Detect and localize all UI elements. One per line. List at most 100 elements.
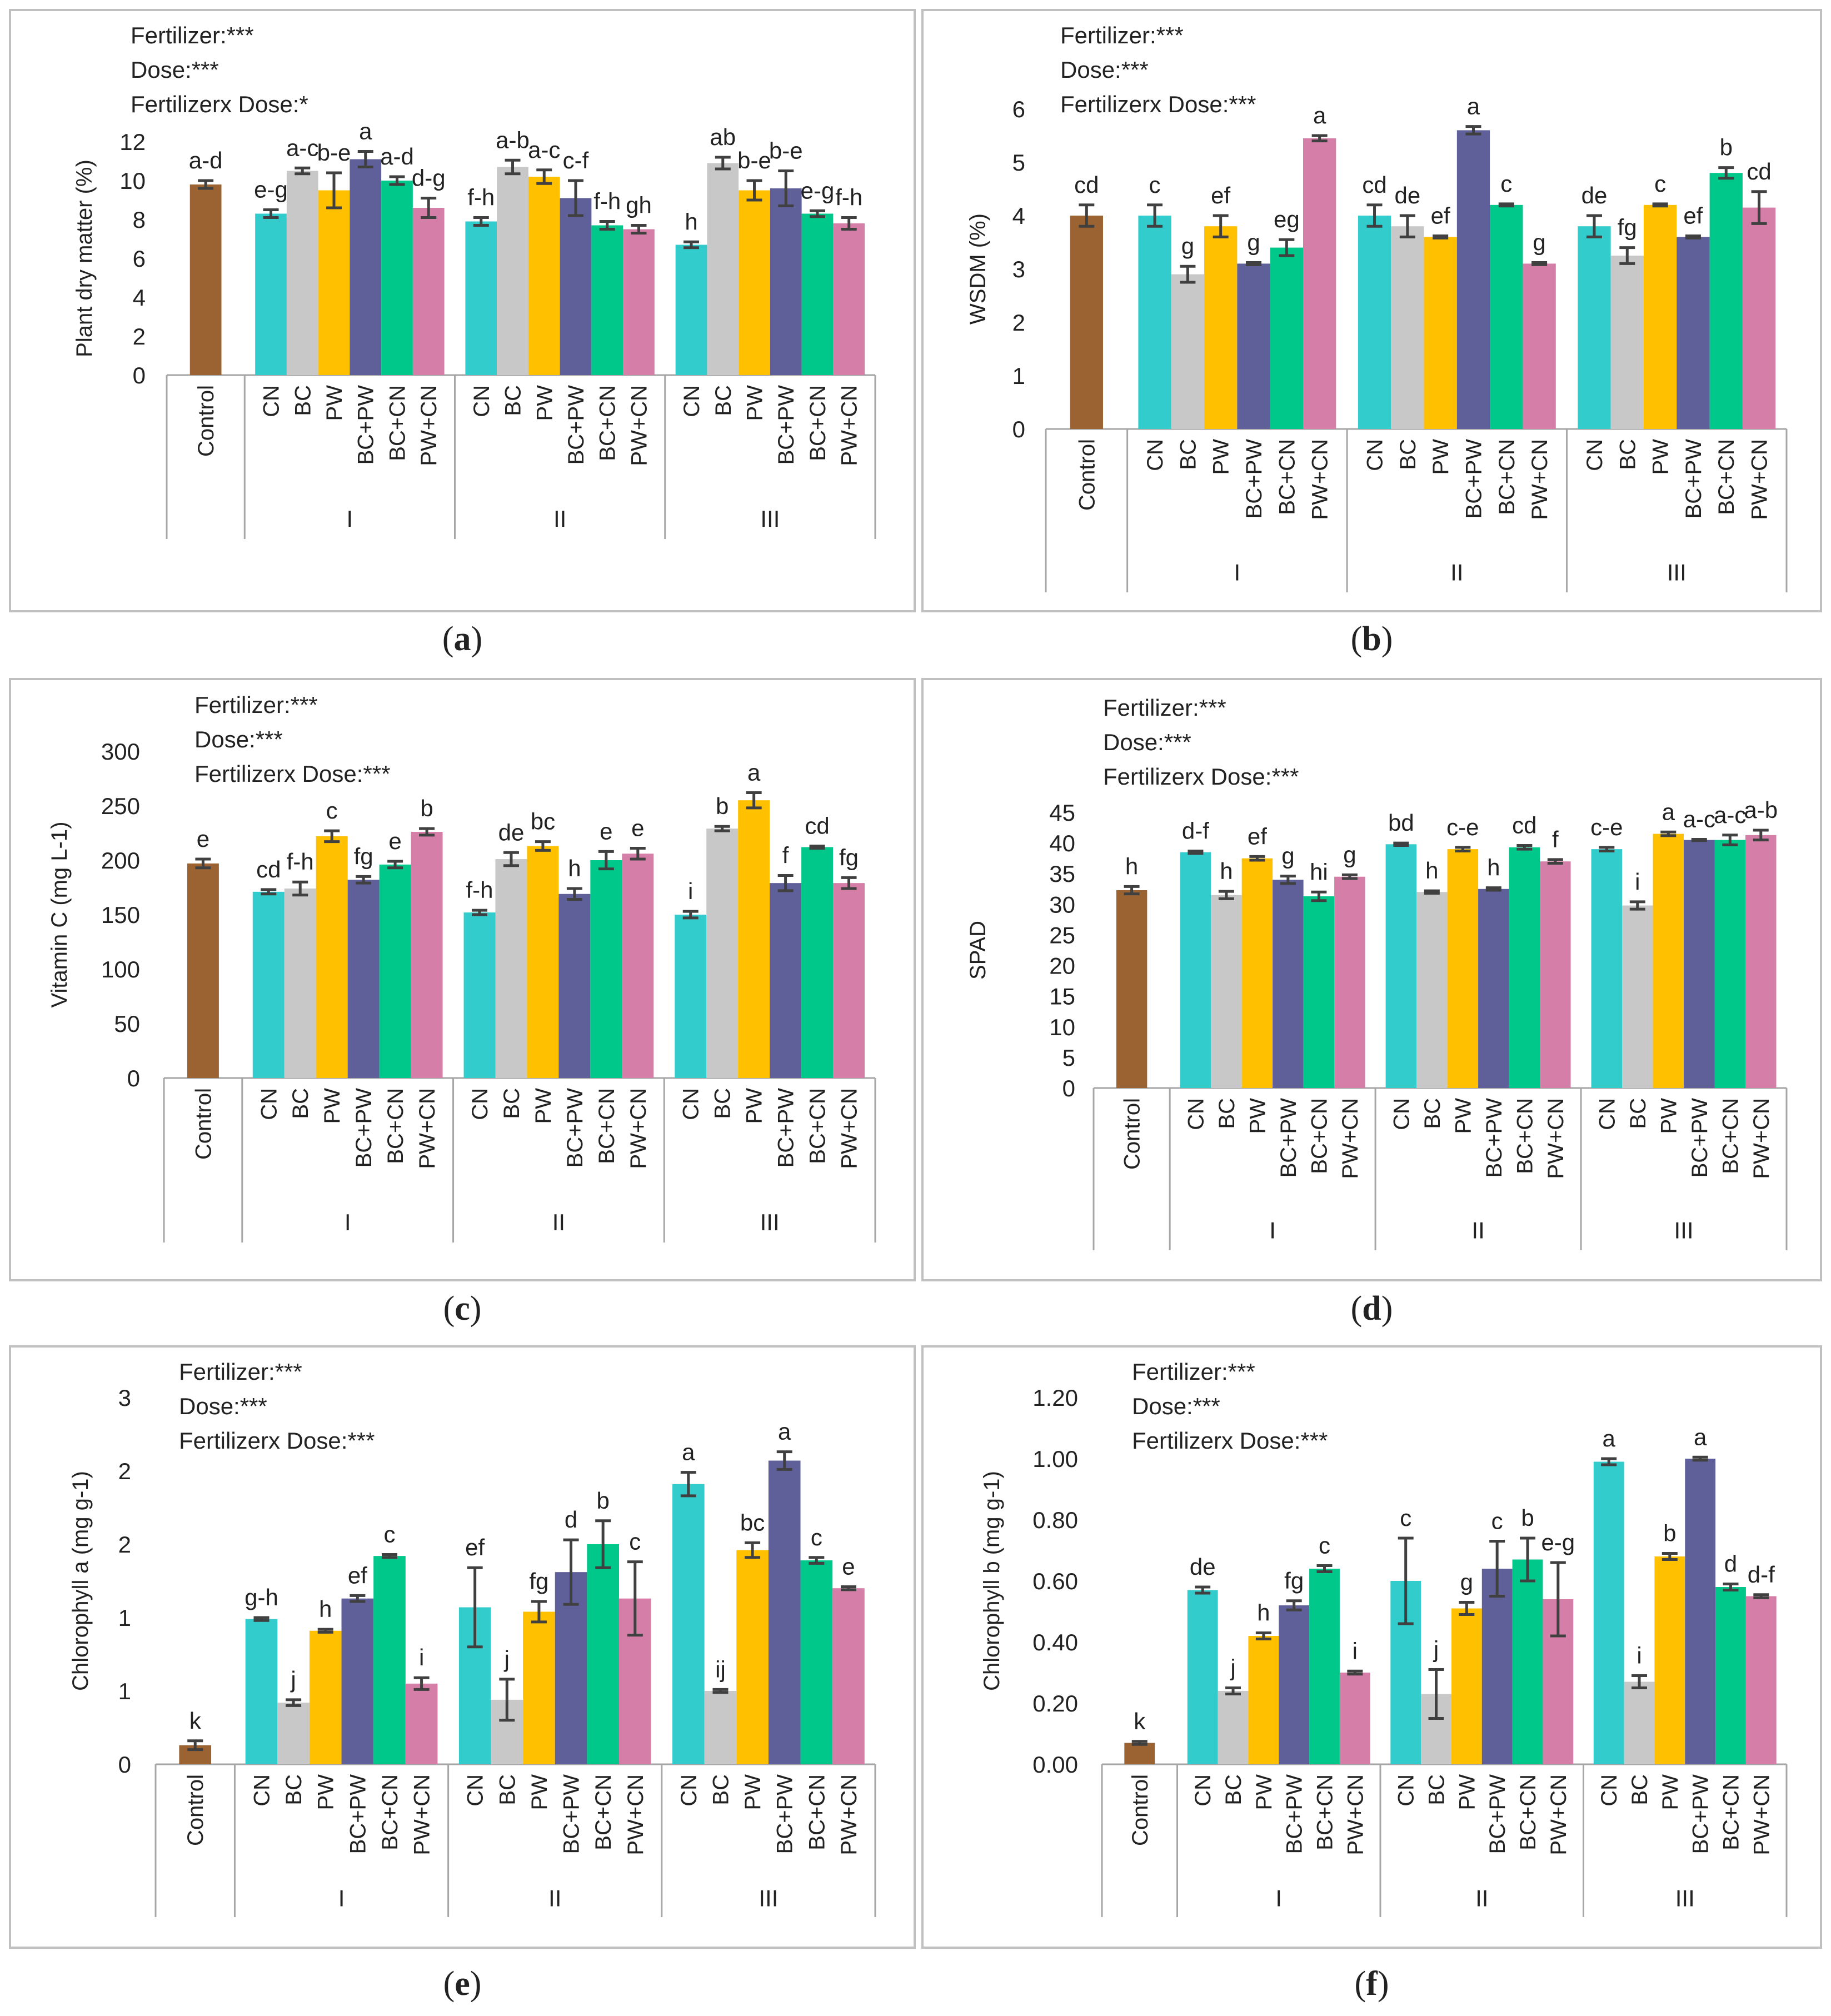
y-tick-label: 2 xyxy=(118,1531,131,1558)
group-III-cn-category-label: CN xyxy=(680,385,704,417)
group-label-I: I xyxy=(338,1885,345,1912)
group-label-II: II xyxy=(548,1885,561,1912)
group-III-bc-pw-bar xyxy=(1684,840,1715,1088)
control-bar xyxy=(1070,216,1103,429)
stats-annotation: Fertilizerx Dose:*** xyxy=(179,1428,375,1454)
group-I-pw-category-label: PW xyxy=(322,385,347,421)
group-label-III: III xyxy=(760,506,780,532)
group-I-cn-bar xyxy=(252,891,285,1078)
group-III-pw-category-label: PW xyxy=(743,385,767,421)
group-II-bc-pw-category-label: BC+PW xyxy=(563,1088,587,1168)
group-III-bc-pw-significance-letter: f xyxy=(782,842,789,868)
group-III-cn-bar xyxy=(1578,226,1611,429)
group-I-pw-significance-letter: ef xyxy=(1248,823,1267,849)
group-II-bc-category-label: BC xyxy=(495,1774,520,1805)
group-label-II: II xyxy=(1471,1217,1484,1244)
group-III-pw-cn-category-label: PW+CN xyxy=(1748,439,1772,520)
group-II-pw-significance-letter: bc xyxy=(531,809,555,835)
group-III-bc-pw-bar xyxy=(1677,237,1710,429)
group-I-bc-pw-category-label: BC+PW xyxy=(346,1774,370,1854)
group-III-cn-category-label: CN xyxy=(1595,1098,1619,1130)
group-II-pw-bar xyxy=(527,846,559,1078)
group-II-pw-cn-category-label: PW+CN xyxy=(626,1088,651,1169)
group-II-cn-bar xyxy=(465,221,497,375)
group-I-bc-cn-category-label: BC+CN xyxy=(1275,439,1299,515)
group-III-bc-cn-bar xyxy=(1709,173,1743,429)
panel-letter-c: (c) xyxy=(443,1290,482,1328)
y-tick-label: 50 xyxy=(114,1011,140,1037)
group-III-bc-cn-significance-letter: cd xyxy=(805,813,829,839)
panel-letter-a: (a) xyxy=(442,620,482,658)
group-III-bc-pw-category-label: BC+PW xyxy=(1682,439,1706,519)
group-I-bc-category-label: BC xyxy=(282,1774,306,1805)
group-II-cn-significance-letter: ef xyxy=(465,1534,485,1560)
group-III-cn-bar xyxy=(675,915,707,1078)
group-III-pw-cn-bar xyxy=(1745,1596,1777,1764)
group-I-bc-cn-significance-letter: e xyxy=(388,828,401,854)
y-axis-label: Chlorophyll b (mg g-1) xyxy=(980,1471,1004,1691)
group-I-cn-category-label: CN xyxy=(1143,439,1168,471)
group-II-bc-bar xyxy=(497,167,528,375)
group-II-cn-category-label: CN xyxy=(470,385,494,417)
group-II-pw-bar xyxy=(1451,1608,1482,1764)
group-II-bc-significance-letter: j xyxy=(1433,1636,1439,1663)
group-I-bc-pw-bar xyxy=(341,1598,374,1764)
y-tick-label: 2 xyxy=(1012,310,1025,336)
group-I-cn-bar xyxy=(245,1619,278,1764)
group-I-pw-cn-bar xyxy=(1303,138,1336,430)
group-II-bc-significance-letter: j xyxy=(503,1646,510,1672)
group-I-bc-pw-bar xyxy=(1273,880,1304,1088)
group-label-I: I xyxy=(345,1209,351,1235)
group-II-pw-category-label: PW xyxy=(1451,1098,1475,1134)
y-tick-label: 2 xyxy=(118,1458,131,1484)
group-II-bc-cn-significance-letter: b xyxy=(1521,1505,1534,1531)
y-tick-label: 3 xyxy=(118,1385,131,1411)
y-tick-label: 0 xyxy=(133,362,146,388)
group-II-cn-significance-letter: bd xyxy=(1388,810,1414,836)
panel-border xyxy=(9,9,916,612)
group-III-bc-category-label: BC xyxy=(1626,1098,1650,1129)
group-II-bc-bar xyxy=(495,859,527,1078)
control-significance-letter: a-d xyxy=(189,147,223,173)
group-III-bc-significance-letter: i xyxy=(1635,869,1640,895)
group-I-bc-cn-category-label: BC+CN xyxy=(385,385,410,461)
group-II-pw-cn-category-label: PW+CN xyxy=(623,1774,648,1855)
group-I-pw-bar xyxy=(1248,1636,1279,1764)
group-II-bc-pw-significance-letter: h xyxy=(568,855,581,881)
group-III-cn-category-label: CN xyxy=(677,1774,701,1807)
group-III-bc-significance-letter: ij xyxy=(715,1656,726,1682)
group-II-bc-pw-significance-letter: c-f xyxy=(563,147,589,173)
group-I-bc-pw-category-label: BC+PW xyxy=(1242,439,1266,519)
group-I-pw-cn-bar xyxy=(1334,876,1365,1088)
group-III-bc-significance-letter: b xyxy=(716,793,729,819)
group-I-bc-significance-letter: f-h xyxy=(287,849,314,875)
group-I-cn-significance-letter: de xyxy=(1190,1554,1216,1580)
group-III-bc-cn-significance-letter: d xyxy=(1724,1551,1737,1577)
group-I-bc-pw-significance-letter: fg xyxy=(1284,1568,1304,1594)
group-I-bc-category-label: BC xyxy=(291,385,315,416)
group-I-bc-pw-category-label: BC+PW xyxy=(354,385,378,465)
group-III-cn-category-label: CN xyxy=(1583,439,1607,471)
stats-annotation: Fertilizerx Dose:* xyxy=(131,91,308,117)
group-I-bc-cn-bar xyxy=(1309,1569,1340,1764)
group-I-cn-significance-letter: cd xyxy=(256,856,281,882)
group-III-cn-significance-letter: de xyxy=(1581,182,1608,208)
group-I-bc-pw-category-label: BC+PW xyxy=(1276,1098,1301,1178)
group-III-pw-cn-bar xyxy=(1742,207,1776,429)
group-III-bc-cn-category-label: BC+CN xyxy=(806,1088,830,1164)
y-axis-label: Chlorophyll a (mg g-1) xyxy=(68,1471,93,1691)
group-III-pw-cn-category-label: PW+CN xyxy=(837,1774,861,1855)
group-I-bc-pw-significance-letter: a xyxy=(359,118,372,144)
group-I-bc-cn-significance-letter: eg xyxy=(1274,206,1300,232)
group-I-bc-category-label: BC xyxy=(1215,1098,1239,1129)
group-III-pw-bar xyxy=(1654,1556,1685,1764)
stats-annotation: Fertilizerx Dose:*** xyxy=(1103,764,1299,790)
group-II-bc-pw-significance-letter: h xyxy=(1487,855,1500,881)
group-III-bc-cn-bar xyxy=(1715,1587,1746,1764)
group-I-bc-pw-category-label: BC+PW xyxy=(352,1088,376,1168)
group-II-bc-cn-significance-letter: cd xyxy=(1512,812,1536,839)
group-III-cn-significance-letter: a xyxy=(1603,1425,1616,1451)
group-II-pw-cn-category-label: PW+CN xyxy=(1528,439,1552,520)
panel-letter-b: (b) xyxy=(1351,620,1393,658)
group-III-pw-cn-category-label: PW+CN xyxy=(1749,1774,1774,1855)
